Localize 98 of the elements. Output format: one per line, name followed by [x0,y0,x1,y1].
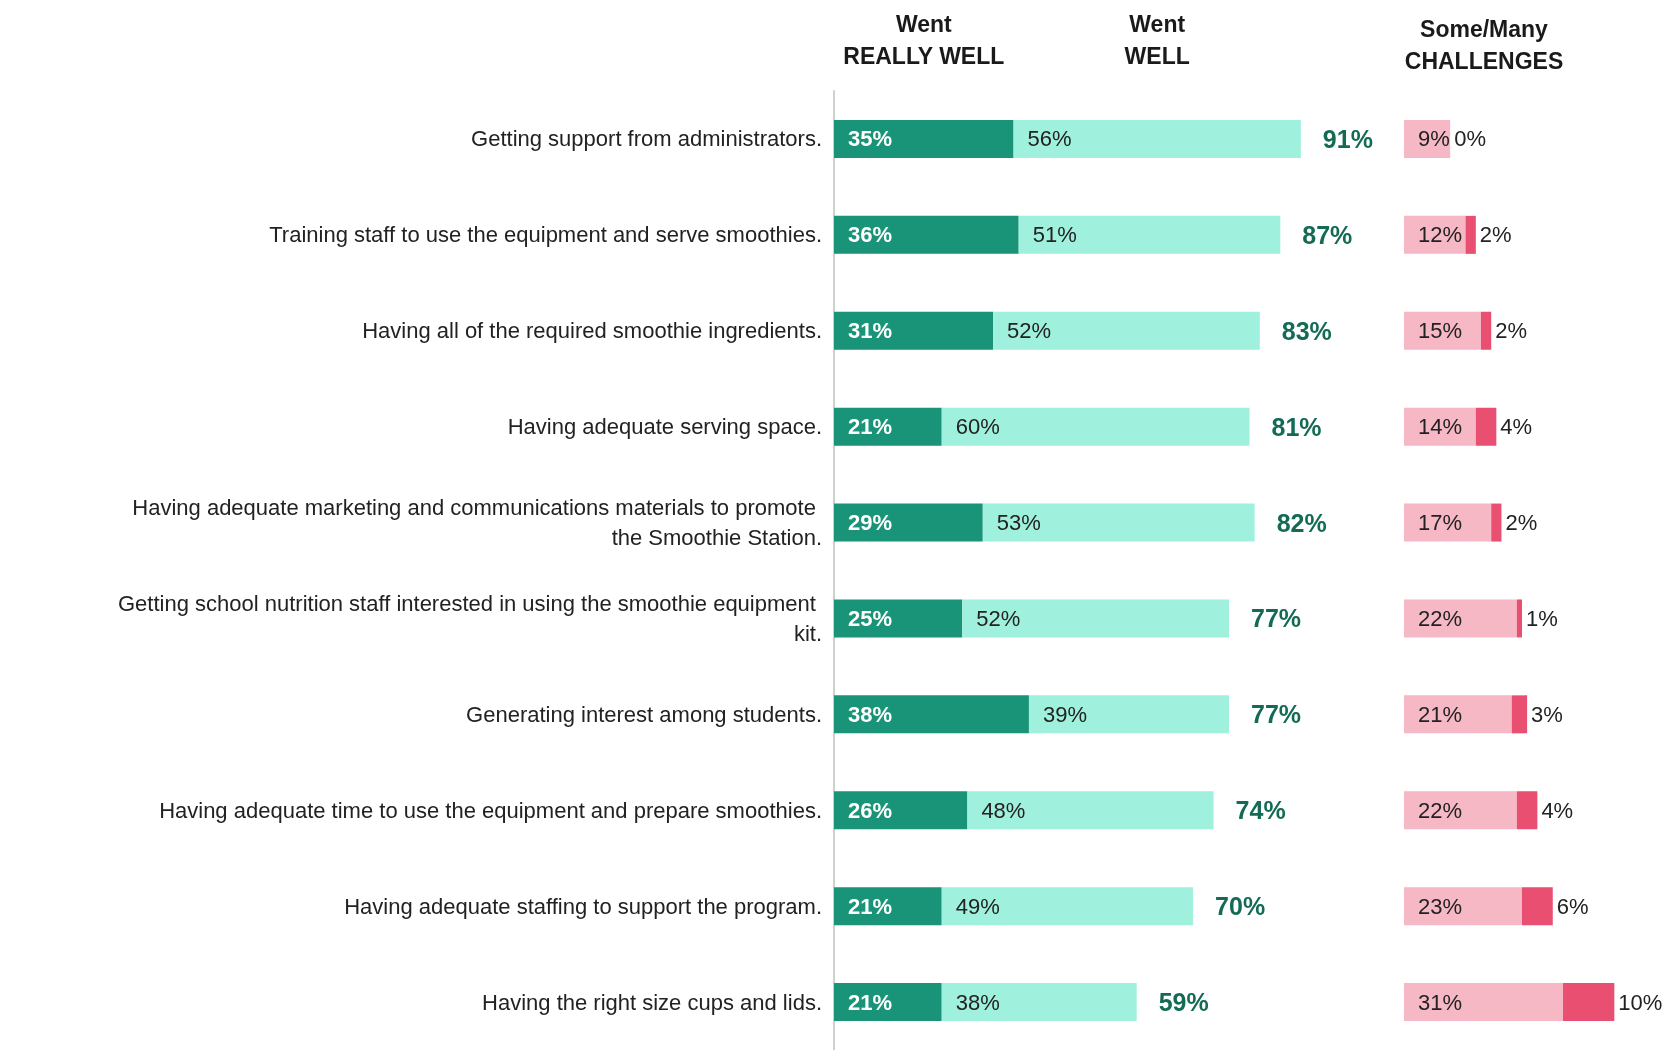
bar [1563,983,1615,1022]
bar [993,311,1260,350]
data-label: 21% [848,989,893,1015]
bar [834,887,942,926]
y-tick-label: Having adequate time to use the equipment and prepare smoothies. [159,797,822,823]
data-label: 21% [1418,701,1463,727]
total-label: 74% [1235,796,1286,825]
bar [1516,791,1538,830]
bar [941,983,1137,1022]
bar [834,791,968,830]
bar [1475,407,1497,446]
data-label: 51% [1032,222,1077,248]
data-label: 0% [1454,126,1486,152]
bar [1480,311,1492,350]
data-label: 52% [976,605,1021,631]
data-label: 21% [848,893,893,919]
total-label: 87% [1302,220,1353,249]
data-label: 4% [1500,414,1533,440]
bar [982,503,1255,542]
bar [1028,695,1230,734]
bar [1404,983,1564,1022]
total-label: 70% [1215,892,1266,921]
bar [962,599,1230,638]
data-label: 26% [848,797,893,823]
data-label: 2% [1495,318,1528,344]
data-label: 38% [955,989,1000,1015]
y-tick-label: Having adequate staffing to support the program. [344,893,822,919]
text: Went REALLY WELL [843,11,1005,69]
bar [1521,887,1553,926]
bar [834,695,1029,734]
data-label: 9% [1418,126,1450,152]
total-label: 77% [1251,604,1302,633]
bar [834,119,1014,158]
y-tick-label: Having adequate marketing and communications materials to promote the Smoothie Station. [132,495,822,551]
data-label: 48% [981,797,1026,823]
data-label: 2% [1505,510,1538,536]
data-label: 53% [996,510,1041,536]
data-label: 39% [1042,701,1087,727]
data-label: 36% [848,222,893,248]
data-label: 2% [1479,222,1512,248]
data-label: 22% [1418,797,1463,823]
bar [1511,695,1528,734]
data-label: 31% [1418,989,1463,1015]
data-label: 6% [1556,893,1589,919]
bar [1018,215,1281,254]
text: Went WELL [1124,11,1190,69]
bar [1404,599,1517,638]
bar [1404,887,1522,926]
data-label: 21% [848,414,893,440]
bar [834,407,942,446]
data-label: 1% [1525,605,1558,631]
bar [834,599,963,638]
data-label: 56% [1027,126,1072,152]
data-label: 60% [955,414,1000,440]
bar [941,407,1250,446]
data-label: 17% [1418,510,1463,536]
data-label: 4% [1541,797,1574,823]
data-label: 14% [1418,414,1463,440]
bar [941,887,1194,926]
bar [1465,215,1476,254]
data-label: 25% [848,605,893,631]
bar [834,503,983,542]
bar [834,983,942,1022]
data-label: 12% [1418,222,1463,248]
y-tick-label: Having the right size cups and lids. [482,989,822,1015]
data-label: 49% [955,893,1000,919]
data-label: 31% [848,318,893,344]
y-tick-label: Having adequate serving space. [507,414,822,440]
bar [1404,503,1492,542]
total-label: 83% [1281,316,1332,345]
y-tick-label: Getting support from administrators. [471,126,822,152]
bar [1516,599,1522,638]
data-label: 29% [848,510,893,536]
total-label: 82% [1276,508,1327,537]
bar [1013,119,1301,158]
total-label: 91% [1322,124,1373,153]
data-label: 23% [1418,893,1463,919]
data-label: 22% [1418,605,1463,631]
bar [1404,695,1512,734]
data-label: 52% [1007,318,1052,344]
data-label: 38% [848,701,893,727]
chart-title: Some/Many CHALLENGES [1404,16,1564,74]
data-label: 3% [1531,701,1563,727]
data-label: 35% [848,126,893,152]
bar [834,215,1019,254]
data-label: 15% [1418,318,1463,344]
data-label: 10% [1618,989,1663,1015]
bar [1404,791,1517,830]
bar [967,791,1214,830]
bar [1491,503,1502,542]
y-tick-label: Generating interest among students. [466,701,822,727]
bar [834,311,994,350]
y-tick-label: Training staff to use the equipment and serve smoothies. [269,222,822,248]
total-label: 77% [1251,700,1302,729]
total-label: 81% [1271,412,1322,441]
y-tick-label: Having all of the required smoothie ingredients. [362,318,822,344]
y-tick-label: Getting school nutrition staff interested in using the smoothie equipment kit. [117,590,822,646]
total-label: 59% [1158,988,1209,1017]
